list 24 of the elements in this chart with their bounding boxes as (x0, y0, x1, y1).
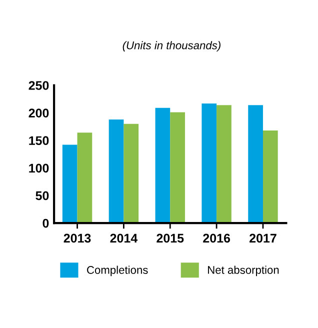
y-tick-label: 0 (42, 218, 49, 228)
x-tick-label: 2017 (250, 234, 276, 243)
y-tick-label: 150 (29, 136, 49, 146)
bar (170, 112, 185, 224)
y-tick-label: 200 (28, 108, 49, 118)
bar (248, 105, 263, 224)
y-tick-label: 100 (29, 164, 49, 173)
bar (262, 130, 278, 224)
bar (155, 108, 170, 224)
x-tick-label: 2015 (156, 234, 184, 243)
x-tick-label: 2014 (110, 234, 138, 243)
legend-label: Completions (87, 266, 148, 276)
x-tick-label: 2016 (203, 234, 230, 243)
bar (77, 132, 92, 224)
chart-subtitle: (Units in thousands) (122, 41, 220, 52)
x-tick-label: 2013 (64, 234, 91, 243)
bar (124, 124, 139, 224)
y-tick-label: 50 (36, 191, 49, 200)
y-tick-label: 250 (28, 81, 49, 90)
legend-label: Net absorption (208, 266, 279, 276)
bar (216, 105, 232, 224)
bar (108, 119, 124, 224)
bar (62, 144, 78, 224)
bar (202, 103, 217, 224)
